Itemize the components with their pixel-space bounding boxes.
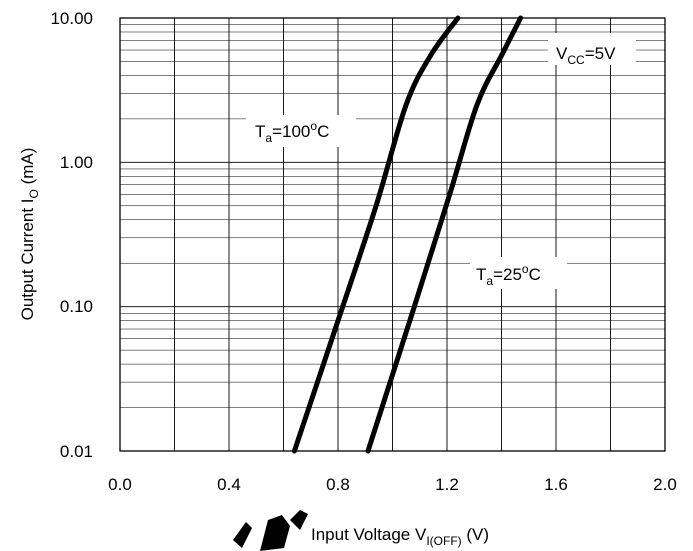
y-tick-label: 1.00 xyxy=(60,153,93,172)
x-tick-label: 0.0 xyxy=(108,475,132,494)
t25-annotation: Ta=25oC xyxy=(476,262,541,288)
watermark xyxy=(233,510,308,551)
y-tick-label: 10.00 xyxy=(50,9,93,28)
y-axis-title: Output Current IO (mA) xyxy=(18,148,41,321)
x-tick-label: 2.0 xyxy=(653,475,677,494)
x-axis-title: Input Voltage VI(OFF) (V) xyxy=(311,525,489,548)
vcc-label-bg xyxy=(548,33,636,65)
y-tick-label: 0.10 xyxy=(60,297,93,316)
t100-annotation: Ta=100oC xyxy=(255,119,329,145)
y-tick-labels: 10.00 1.00 0.10 0.01 xyxy=(50,9,93,461)
x-tick-label: 1.2 xyxy=(435,475,459,494)
t25-label-bg xyxy=(470,257,567,289)
vcc-annotation: VCC=5V xyxy=(556,44,616,67)
plot-frame xyxy=(119,17,666,452)
x-tick-label: 0.4 xyxy=(217,475,241,494)
y-tick-label: 0.01 xyxy=(60,442,93,461)
x-tick-label: 0.8 xyxy=(326,475,350,494)
x-tick-labels: 0.0 0.4 0.8 1.2 1.6 2.0 xyxy=(108,475,677,494)
x-tick-label: 1.6 xyxy=(544,475,568,494)
t100-label-bg xyxy=(246,115,356,147)
series-line-t25 xyxy=(365,15,524,454)
series-line-t100 xyxy=(291,15,461,454)
curves xyxy=(291,15,524,454)
grid xyxy=(120,18,665,451)
